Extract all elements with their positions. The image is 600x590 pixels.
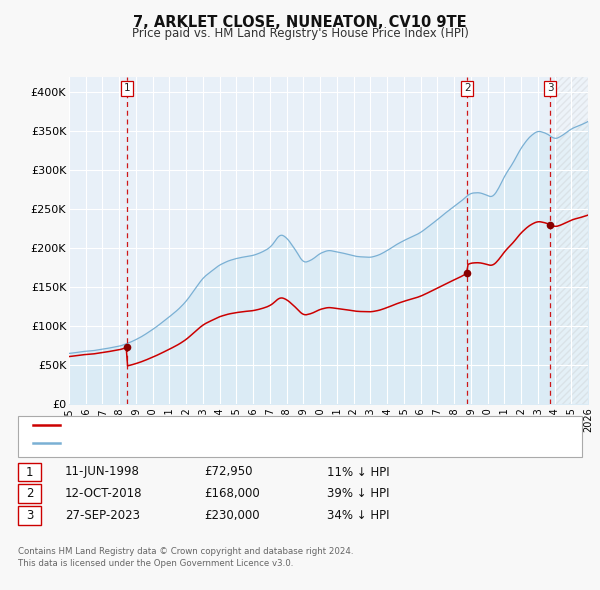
Text: 34% ↓ HPI: 34% ↓ HPI: [327, 509, 389, 522]
Text: HPI: Average price, detached house, Nuneaton and Bedworth: HPI: Average price, detached house, Nune…: [65, 438, 401, 447]
Text: 12-OCT-2018: 12-OCT-2018: [65, 487, 142, 500]
Text: 3: 3: [26, 509, 33, 522]
Text: 7, ARKLET CLOSE, NUNEATON, CV10 9TE (detached house): 7, ARKLET CLOSE, NUNEATON, CV10 9TE (det…: [65, 421, 388, 430]
Text: 27-SEP-2023: 27-SEP-2023: [65, 509, 140, 522]
Text: Price paid vs. HM Land Registry's House Price Index (HPI): Price paid vs. HM Land Registry's House …: [131, 27, 469, 40]
Text: £230,000: £230,000: [204, 509, 260, 522]
Text: 11% ↓ HPI: 11% ↓ HPI: [327, 466, 389, 478]
Text: Contains HM Land Registry data © Crown copyright and database right 2024.
This d: Contains HM Land Registry data © Crown c…: [18, 547, 353, 568]
Text: 3: 3: [547, 83, 554, 93]
Text: 2: 2: [464, 83, 470, 93]
Text: 7, ARKLET CLOSE, NUNEATON, CV10 9TE: 7, ARKLET CLOSE, NUNEATON, CV10 9TE: [133, 15, 467, 30]
Text: 1: 1: [26, 466, 33, 478]
Text: 11-JUN-1998: 11-JUN-1998: [65, 466, 140, 478]
Text: 39% ↓ HPI: 39% ↓ HPI: [327, 487, 389, 500]
Text: 2: 2: [26, 487, 33, 500]
Text: £168,000: £168,000: [204, 487, 260, 500]
Text: 1: 1: [124, 83, 130, 93]
Text: £72,950: £72,950: [204, 466, 253, 478]
